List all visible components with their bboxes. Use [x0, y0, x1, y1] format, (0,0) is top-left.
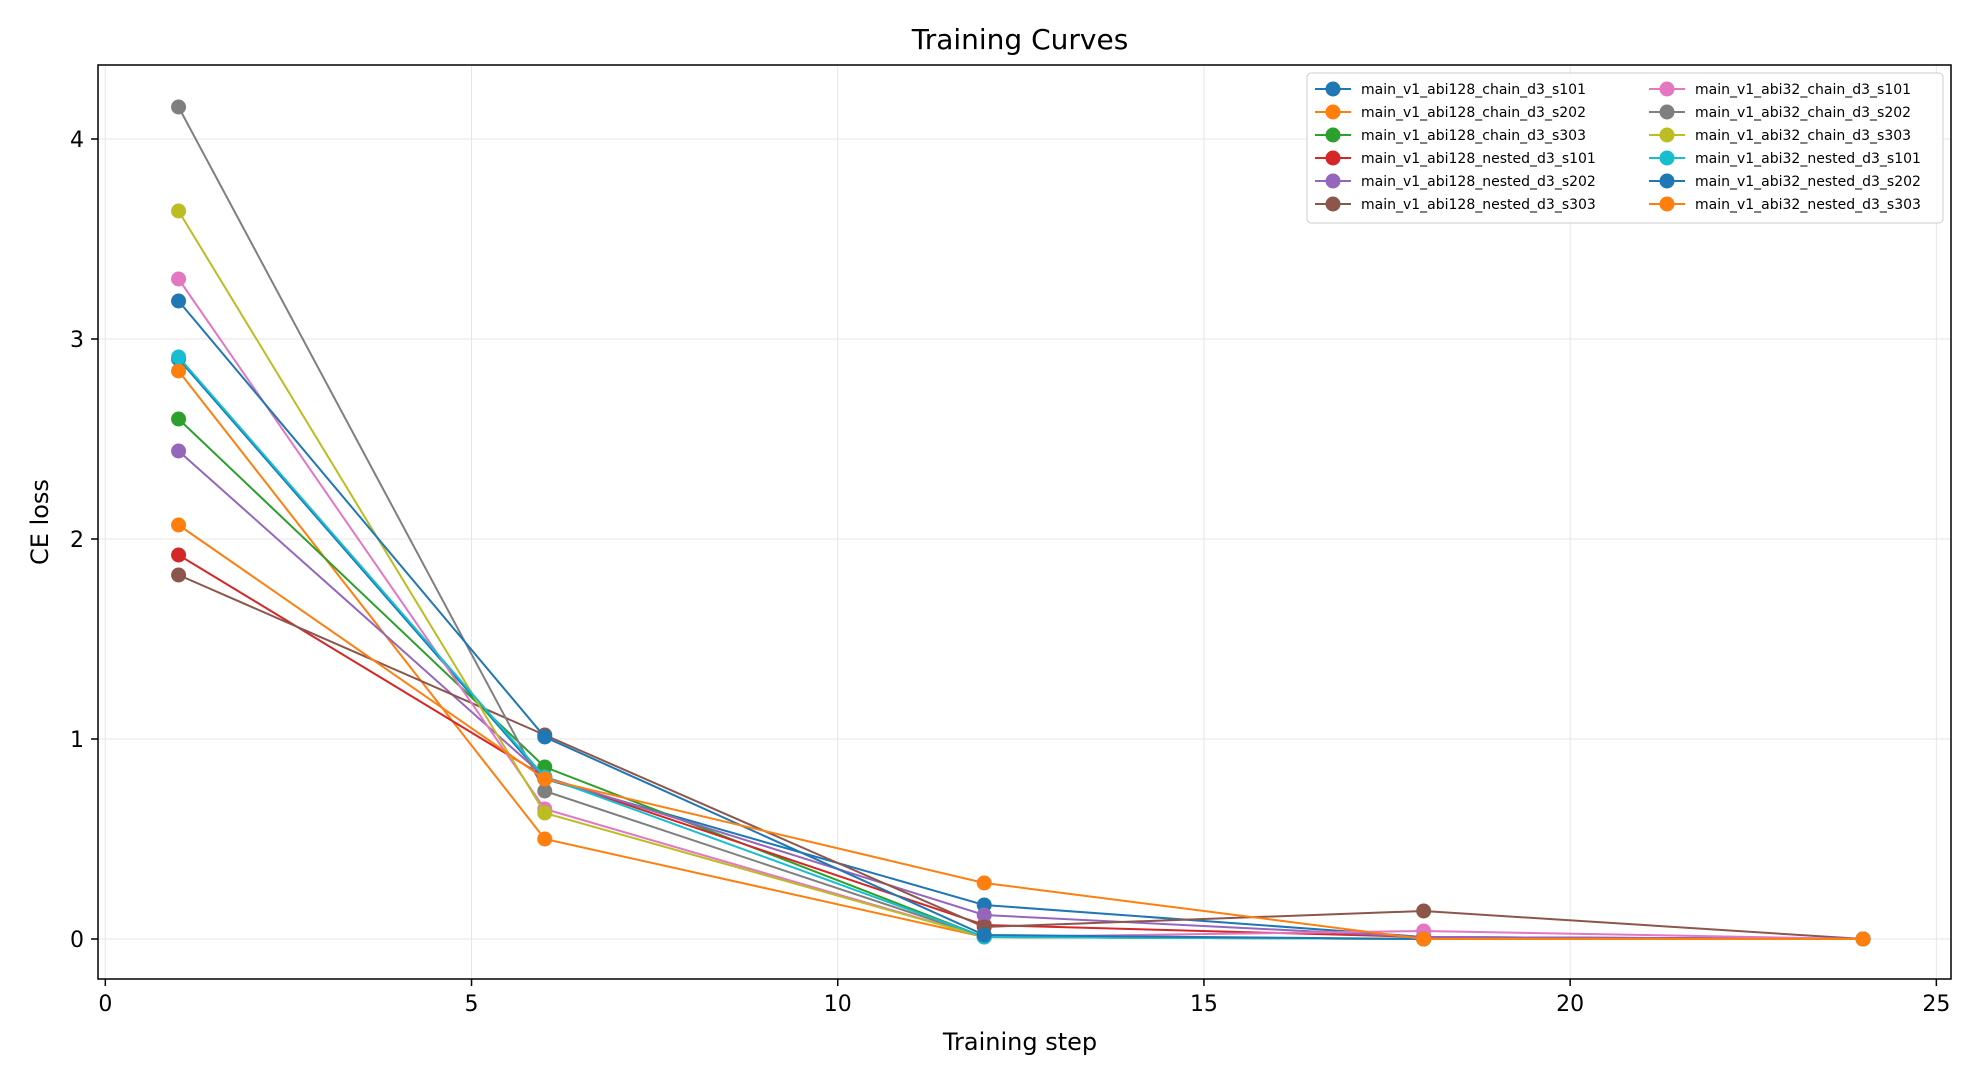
legend-label: main_v1_abi32_nested_d3_s202	[1695, 174, 1921, 190]
legend-marker	[1659, 173, 1675, 189]
axis-ticks: 0 5 10 15 20 25 0 1 2 3 4	[70, 128, 1950, 1017]
legend-item: main_v1_abi32_nested_d3_s303	[1649, 196, 1921, 213]
legend-item: main_v1_abi128_chain_d3_s101	[1315, 81, 1586, 98]
legend-item: main_v1_abi32_chain_d3_s101	[1649, 81, 1911, 98]
data-point	[537, 771, 553, 787]
data-point	[537, 831, 553, 847]
chart-title: Training Curves	[911, 23, 1129, 56]
y-tick-label: 4	[70, 128, 84, 153]
data-point	[171, 293, 187, 309]
legend-marker	[1325, 127, 1341, 143]
data-point	[171, 363, 187, 379]
series-lines	[171, 99, 1871, 947]
data-point	[1416, 903, 1432, 919]
y-tick-label: 2	[70, 528, 84, 553]
legend-label: main_v1_abi128_chain_d3_s101	[1361, 82, 1586, 98]
y-tick-label: 0	[70, 928, 84, 953]
legend-marker	[1325, 196, 1341, 212]
data-point	[976, 927, 992, 943]
legend-item: main_v1_abi128_nested_d3_s101	[1315, 150, 1596, 167]
data-point	[171, 411, 187, 427]
data-point	[171, 99, 187, 115]
legend-marker	[1659, 196, 1675, 212]
data-point	[171, 443, 187, 459]
y-axis-label: CE loss	[26, 479, 54, 565]
x-tick-label: 25	[1922, 992, 1950, 1017]
legend-marker	[1325, 150, 1341, 166]
legend-item: main_v1_abi128_chain_d3_s303	[1315, 127, 1586, 144]
x-tick-label: 15	[1190, 992, 1218, 1017]
legend-label: main_v1_abi128_nested_d3_s101	[1361, 151, 1596, 167]
data-point	[171, 271, 187, 287]
legend-item: main_v1_abi128_chain_d3_s202	[1315, 104, 1586, 121]
legend-marker	[1659, 150, 1675, 166]
legend-item: main_v1_abi32_nested_d3_s101	[1649, 150, 1921, 167]
data-point	[537, 783, 553, 799]
data-point	[171, 203, 187, 219]
legend-item: main_v1_abi32_chain_d3_s202	[1649, 104, 1911, 121]
legend-label: main_v1_abi32_chain_d3_s101	[1695, 82, 1911, 98]
data-point	[1855, 931, 1871, 947]
data-point	[1416, 931, 1432, 947]
y-tick-label: 3	[70, 328, 84, 353]
legend-item: main_v1_abi32_chain_d3_s303	[1649, 127, 1911, 144]
legend-label: main_v1_abi32_chain_d3_s303	[1695, 128, 1911, 144]
legend-label: main_v1_abi128_chain_d3_s303	[1361, 128, 1586, 144]
legend-marker	[1325, 173, 1341, 189]
x-axis-label: Training step	[942, 1028, 1097, 1056]
data-point	[537, 729, 553, 745]
legend-label: main_v1_abi32_chain_d3_s202	[1695, 105, 1911, 121]
legend-marker	[1659, 104, 1675, 120]
legend-label: main_v1_abi128_nested_d3_s303	[1361, 197, 1596, 213]
x-tick-label: 10	[824, 992, 852, 1017]
legend-marker	[1659, 81, 1675, 97]
legend-label: main_v1_abi128_nested_d3_s202	[1361, 174, 1596, 190]
data-point	[976, 875, 992, 891]
legend-label: main_v1_abi32_nested_d3_s101	[1695, 151, 1921, 167]
data-point	[171, 517, 187, 533]
data-point	[171, 349, 187, 365]
x-tick-label: 5	[465, 992, 479, 1017]
legend-label: main_v1_abi32_nested_d3_s303	[1695, 197, 1921, 213]
x-tick-label: 20	[1556, 992, 1584, 1017]
plot-frame	[97, 64, 1952, 980]
x-tick-label: 0	[98, 992, 112, 1017]
legend-item: main_v1_abi128_nested_d3_s303	[1315, 196, 1596, 213]
legend-marker	[1325, 81, 1341, 97]
data-point	[976, 907, 992, 923]
series-main_v1_abi32_nested_d3_s303	[171, 517, 1871, 947]
legend-marker	[1325, 104, 1341, 120]
legend-marker	[1659, 127, 1675, 143]
legend-box	[1306, 72, 1944, 224]
legend-item: main_v1_abi32_nested_d3_s202	[1649, 173, 1921, 190]
data-point	[171, 547, 187, 563]
data-point	[537, 805, 553, 821]
legend-item: main_v1_abi128_nested_d3_s202	[1315, 173, 1596, 190]
legend: main_v1_abi128_chain_d3_s101 main_v1_abi1…	[1306, 72, 1944, 224]
legend-label: main_v1_abi128_chain_d3_s202	[1361, 105, 1586, 121]
y-tick-label: 1	[70, 728, 84, 753]
data-point	[171, 567, 187, 583]
